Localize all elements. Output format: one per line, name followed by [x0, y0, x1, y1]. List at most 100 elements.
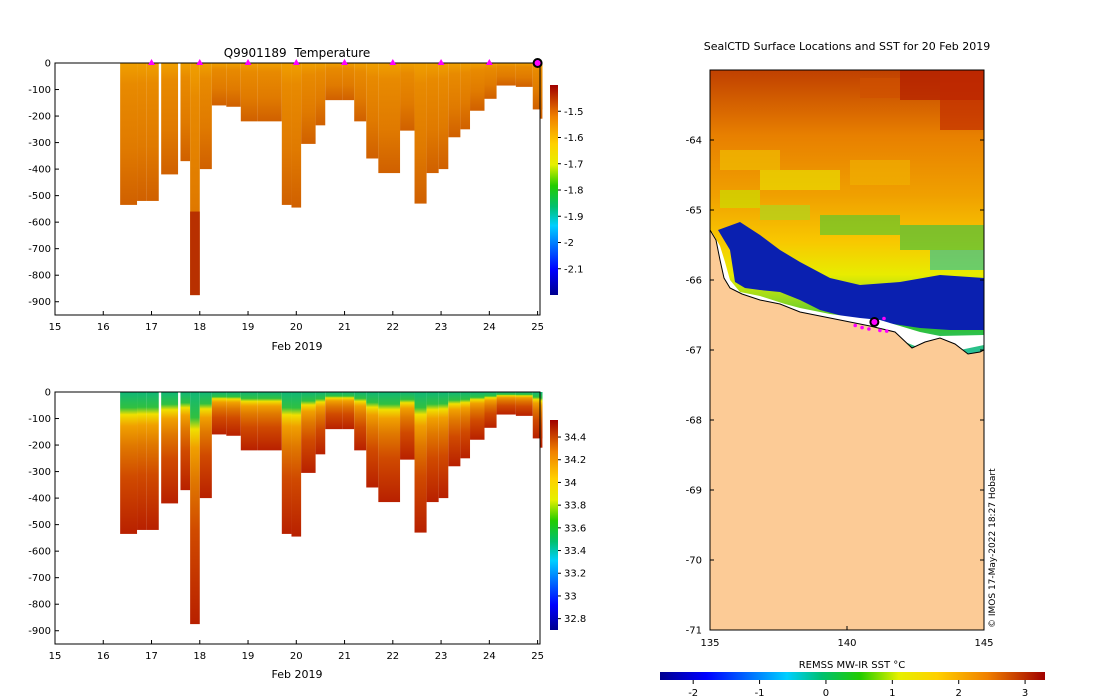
map-colorbar-tick-label: 1 — [889, 688, 895, 699]
colorbar-tick-label: -1.8 — [564, 186, 584, 197]
y-tick-label: -100 — [28, 85, 51, 96]
surfacing-marker — [244, 59, 252, 65]
profile-column — [211, 392, 227, 435]
track-point — [867, 327, 871, 331]
profile-column — [240, 63, 258, 122]
surfacing-markers — [148, 58, 543, 68]
colorbar-tick-label: 34.2 — [564, 455, 586, 466]
profile-column — [161, 63, 179, 175]
sst-patch — [720, 190, 760, 208]
surfacing-marker — [148, 59, 156, 65]
profile-column — [146, 392, 159, 530]
map-title: SealCTD Surface Locations and SST for 20… — [704, 40, 991, 53]
y-tick-label: -100 — [28, 414, 51, 425]
map-x-tick-label: 140 — [837, 638, 856, 649]
salinity-colorbar-ticks: 34.4 34.2 34 33.8 33.6 33.4 33.2 33 32.8 — [558, 433, 586, 625]
profile-column — [137, 63, 147, 201]
x-tick-label: 21 — [338, 651, 351, 662]
map-y-tick-label: -65 — [686, 206, 702, 217]
profile-column — [325, 63, 343, 101]
profile-column — [515, 392, 533, 416]
profile-column — [438, 63, 449, 170]
colorbar-tick-label: -2 — [564, 238, 574, 249]
temperature-y-axis: 0 -100 -200 -300 -400 -500 -600 -700 -800 -900 — [28, 59, 59, 308]
y-tick-label: 0 — [45, 388, 51, 399]
profile-column — [426, 392, 439, 503]
profile-column — [496, 63, 516, 86]
salinity-x-axis: 15 16 17 18 19 20 21 22 23 24 25 — [49, 640, 544, 662]
map-y-tick-label: -71 — [686, 626, 702, 637]
map-y-tick-label: -69 — [686, 486, 702, 497]
profile-column — [137, 392, 147, 530]
profile-column — [120, 63, 138, 205]
surfacing-marker — [389, 59, 397, 65]
map-colorbar — [660, 672, 1045, 680]
x-tick-label: 23 — [435, 651, 448, 662]
y-tick-label: -300 — [28, 138, 51, 149]
x-tick-label: 25 — [531, 651, 544, 662]
x-tick-label: 16 — [97, 322, 110, 333]
x-tick-label: 17 — [145, 322, 158, 333]
seal-position-marker — [869, 317, 880, 327]
y-tick-label: -900 — [28, 626, 51, 637]
x-tick-label: 19 — [242, 322, 255, 333]
colorbar-tick-label: 34 — [564, 478, 577, 489]
profile-column — [281, 63, 292, 205]
sst-patch — [760, 170, 840, 190]
map-colorbar-ticks: -2 -1 0 1 2 3 — [688, 680, 1028, 699]
colorbar-tick-label: 32.8 — [564, 614, 586, 625]
salinity-panel: 0 -100 -200 -300 -400 -500 -600 -700 -800 -900 15… — [28, 388, 586, 682]
track-point — [884, 329, 889, 333]
profile-column — [460, 63, 471, 130]
colorbar-tick-label: 33 — [564, 591, 577, 602]
sst-field — [710, 70, 984, 630]
map-x-tick-label: 145 — [974, 638, 993, 649]
y-tick-label: -400 — [28, 165, 51, 176]
map-y-tick-label: -64 — [686, 136, 702, 147]
map-x-tick-label: 135 — [700, 638, 719, 649]
surfacing-marker — [292, 59, 300, 65]
profile-column — [448, 63, 461, 138]
colorbar-tick-label: -1.5 — [564, 107, 584, 118]
y-tick-label: -700 — [28, 573, 51, 584]
sst-patch — [720, 150, 780, 170]
y-tick-label: -200 — [28, 441, 51, 452]
colorbar-tick-label: -2.1 — [564, 264, 584, 275]
profile-column — [378, 392, 401, 503]
surfacing-marker — [341, 59, 349, 65]
sst-patch — [820, 215, 900, 235]
y-tick-label: -900 — [28, 297, 51, 308]
profile-column — [366, 392, 379, 488]
colorbar-tick-label: 33.4 — [564, 546, 586, 557]
track-point — [878, 328, 882, 333]
y-tick-label: -700 — [28, 244, 51, 255]
profile-column — [190, 392, 200, 625]
profile-column — [414, 63, 427, 204]
y-tick-label: -500 — [28, 520, 51, 531]
salinity-xlabel: Feb 2019 — [272, 668, 323, 681]
profile-column — [146, 63, 159, 201]
temperature-xlabel: Feb 2019 — [272, 340, 323, 353]
profile-column — [515, 63, 533, 87]
profile-column — [120, 392, 138, 534]
track-point — [853, 323, 858, 328]
profile-column — [414, 392, 427, 533]
profile-column — [540, 63, 543, 119]
profile-column — [211, 63, 227, 106]
profile-column — [400, 63, 415, 131]
sst-patch — [850, 160, 910, 185]
x-tick-label: 15 — [49, 651, 62, 662]
profile-column — [354, 63, 367, 122]
x-tick-label: 20 — [290, 322, 303, 333]
profile-column — [460, 392, 471, 459]
map-colorbar-label: REMSS MW-IR SST °C — [799, 660, 906, 671]
colorbar-tick-label: -1.6 — [564, 133, 584, 144]
profile-column — [315, 63, 326, 126]
profile-column — [301, 392, 316, 473]
profile-column — [257, 392, 282, 451]
x-tick-label: 16 — [97, 651, 110, 662]
profile-column — [226, 63, 241, 107]
temperature-colorbar-ticks: -1.5 -1.6 -1.7 -1.8 -1.9 -2 -2.1 — [558, 107, 584, 275]
profile-column — [438, 392, 449, 499]
